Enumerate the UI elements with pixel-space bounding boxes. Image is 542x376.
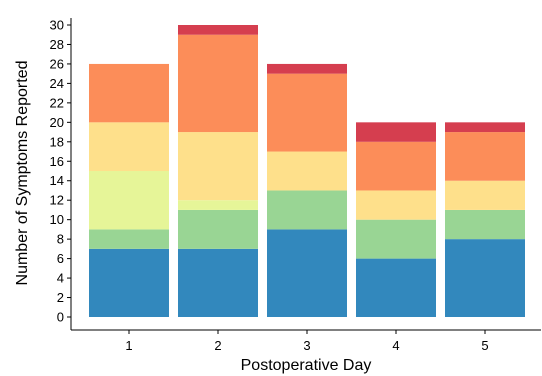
bar-segment-day2-series2	[178, 209, 258, 249]
y-tick-label: 18	[50, 134, 64, 149]
x-tick-label: 4	[392, 338, 399, 353]
bar-segment-day3-series4	[267, 151, 347, 191]
bar-segment-day3-series5	[267, 73, 347, 152]
y-tick-label: 30	[50, 18, 64, 33]
bar-segment-day2-series6	[178, 25, 258, 35]
y-tick-label: 6	[57, 251, 64, 266]
bar-segment-day3-series2	[267, 190, 347, 230]
bars-group	[89, 25, 525, 317]
bar-segment-day2-series3	[178, 200, 258, 210]
bar-segment-day5-series6	[445, 122, 525, 133]
bar-segment-day2-series4	[178, 132, 258, 201]
bar-segment-day4-series5	[356, 141, 436, 191]
y-tick-label: 14	[50, 173, 64, 188]
y-tick-label: 10	[50, 212, 64, 227]
x-tick-label: 2	[214, 338, 221, 353]
bar-segment-day5-series4	[445, 180, 525, 210]
y-axis-title: Number of Symptoms Reported	[14, 61, 31, 286]
bar-segment-day4-series4	[356, 190, 436, 220]
x-axis: 1 2 3 4 5	[71, 329, 541, 353]
bar-segment-day1-series3	[89, 171, 169, 230]
bar-segment-day4-series6	[356, 122, 436, 142]
y-tick-label: 8	[57, 232, 64, 247]
bar-segment-day1-series4	[89, 122, 169, 171]
y-tick-label: 20	[50, 115, 64, 130]
bar-segment-day3-series6	[267, 63, 347, 74]
x-axis-title: Postoperative Day	[241, 357, 372, 374]
y-tick-label: 22	[50, 95, 64, 110]
y-tick-label: 24	[50, 76, 64, 91]
bar-segment-day5-series2	[445, 209, 525, 240]
bar-segment-day1-series1	[89, 248, 169, 317]
y-tick-label: 4	[57, 271, 64, 286]
x-tick-label: 1	[125, 338, 132, 353]
y-tick-label: 0	[57, 310, 64, 325]
y-tick-label: 26	[50, 56, 64, 71]
bar-segment-day4-series1	[356, 258, 436, 317]
x-tick-label: 5	[481, 338, 488, 353]
y-tick-label: 16	[50, 154, 64, 169]
bar-segment-day2-series1	[178, 248, 258, 317]
y-tick-label: 12	[50, 193, 64, 208]
bar-segment-day1-series2	[89, 229, 169, 249]
bar-segment-day5-series1	[445, 239, 525, 317]
bar-segment-day2-series5	[178, 34, 258, 133]
y-tick-label: 2	[57, 290, 64, 305]
y-tick-label: 28	[50, 37, 64, 52]
bar-segment-day5-series5	[445, 132, 525, 181]
x-tick-label: 3	[303, 338, 310, 353]
bar-segment-day3-series1	[267, 229, 347, 317]
bar-segment-day1-series5	[89, 63, 169, 123]
bar-segment-day4-series2	[356, 219, 436, 259]
